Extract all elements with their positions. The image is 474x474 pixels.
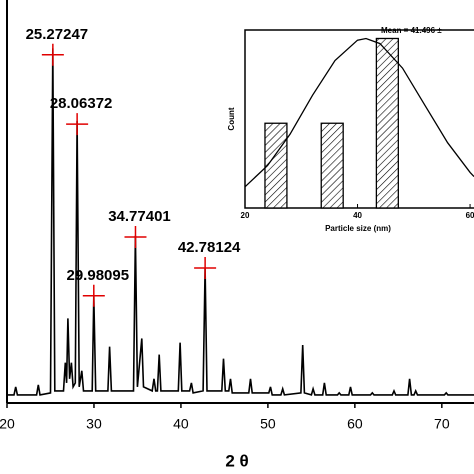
x-tick-label: 20: [0, 416, 15, 432]
peak-label: 42.78124: [178, 239, 241, 256]
x-tick-label: 60: [466, 211, 474, 220]
fit-curve: [244, 37, 474, 188]
peak-label: 28.06372: [50, 95, 113, 112]
x-tick-label: 70: [434, 416, 450, 432]
mean-annotation: Mean = 41.496 ±: [381, 26, 442, 35]
x-tick-label: 60: [347, 416, 363, 432]
peak-label: 34.77401: [108, 208, 171, 225]
x-axis-label: Particle size (nm): [325, 224, 391, 233]
x-tick-label: 50: [260, 416, 276, 432]
x-tick-label: 40: [173, 416, 189, 432]
x-tick-label: 20: [241, 211, 250, 220]
x-tick-label: 40: [353, 211, 362, 220]
peak-marker: [194, 256, 217, 279]
histogram-bar: [375, 37, 399, 209]
peak-marker: [82, 284, 105, 307]
peak-label: 29.98095: [67, 267, 130, 284]
y-axis-label: Count: [227, 107, 236, 130]
x-tick-label: 30: [86, 416, 102, 432]
peak-label: 25.27247: [26, 26, 89, 43]
x-axis-label: 2 θ: [225, 451, 248, 470]
histogram-bar: [320, 122, 344, 209]
peak-marker: [124, 225, 147, 248]
peak-marker: [41, 43, 64, 66]
peak-marker: [66, 113, 89, 136]
spectrum-line: [7, 48, 474, 396]
histogram-bar: [264, 122, 288, 209]
